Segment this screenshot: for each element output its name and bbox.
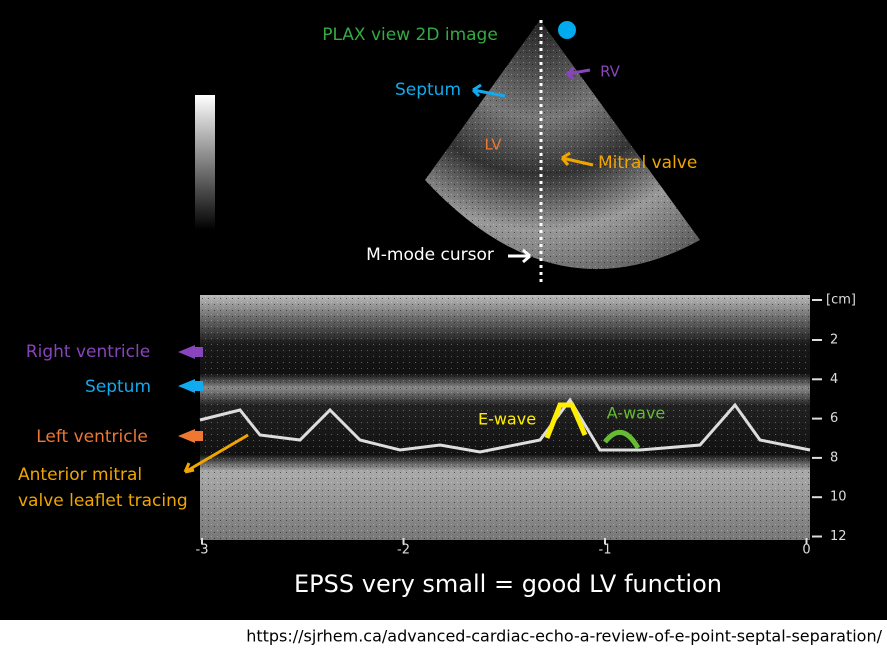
orientation-dot [558, 21, 576, 39]
a-wave-trace [603, 430, 641, 450]
lv-label: LV [485, 136, 503, 154]
lv-mode-label: Left ventricle [36, 427, 148, 447]
time-tick-label: 0 [802, 543, 810, 558]
septum-label: Septum [395, 80, 461, 100]
rv-label: RV [600, 63, 621, 81]
leaflet-label: valve leaflet tracing [18, 491, 188, 511]
gray-scale-bar [195, 95, 215, 230]
arrow [508, 248, 531, 264]
depth-tick-label: 8 [830, 450, 838, 465]
leaflet-label: Anterior mitral [18, 465, 142, 485]
source-url: https://sjrhem.ca/advanced-cardiac-echo-… [246, 627, 882, 646]
depth-unit: [cm] [826, 293, 856, 308]
depth-tick-label: 4 [830, 372, 838, 387]
depth-tick-label: 12 [830, 529, 847, 544]
plax-title: PLAX view 2D image [322, 25, 498, 45]
e-wave-trace [544, 402, 588, 439]
arrow [183, 433, 249, 474]
depth-tick-label: 2 [830, 333, 838, 348]
depth-tick-label: 10 [830, 490, 847, 505]
arrow [566, 66, 591, 81]
depth-tick-label: 6 [830, 411, 838, 426]
arrow [471, 83, 506, 98]
leaflet-trace [199, 397, 811, 454]
e-wave-label: E-wave [478, 410, 536, 429]
arrow [178, 379, 203, 393]
time-tick-label: -2 [397, 543, 410, 558]
axes: 2 4 6 8 10 12 -3 -2 -1 0 [196, 333, 847, 558]
caption: EPSS very small = good LV function [294, 570, 722, 598]
time-tick-label: -1 [599, 543, 612, 558]
arrow [560, 151, 594, 167]
a-wave-label: A-wave [607, 404, 666, 423]
time-tick-label: -3 [196, 543, 209, 558]
cursor-label: M-mode cursor [366, 245, 494, 265]
echo-texture [425, 20, 700, 270]
m-mode-texture [200, 295, 810, 540]
arrow [178, 429, 203, 443]
mitral-label: Mitral valve [598, 153, 697, 173]
arrow [178, 345, 203, 359]
septum-mode-label: Septum [85, 377, 151, 397]
rv-mode-label: Right ventricle [26, 342, 150, 362]
